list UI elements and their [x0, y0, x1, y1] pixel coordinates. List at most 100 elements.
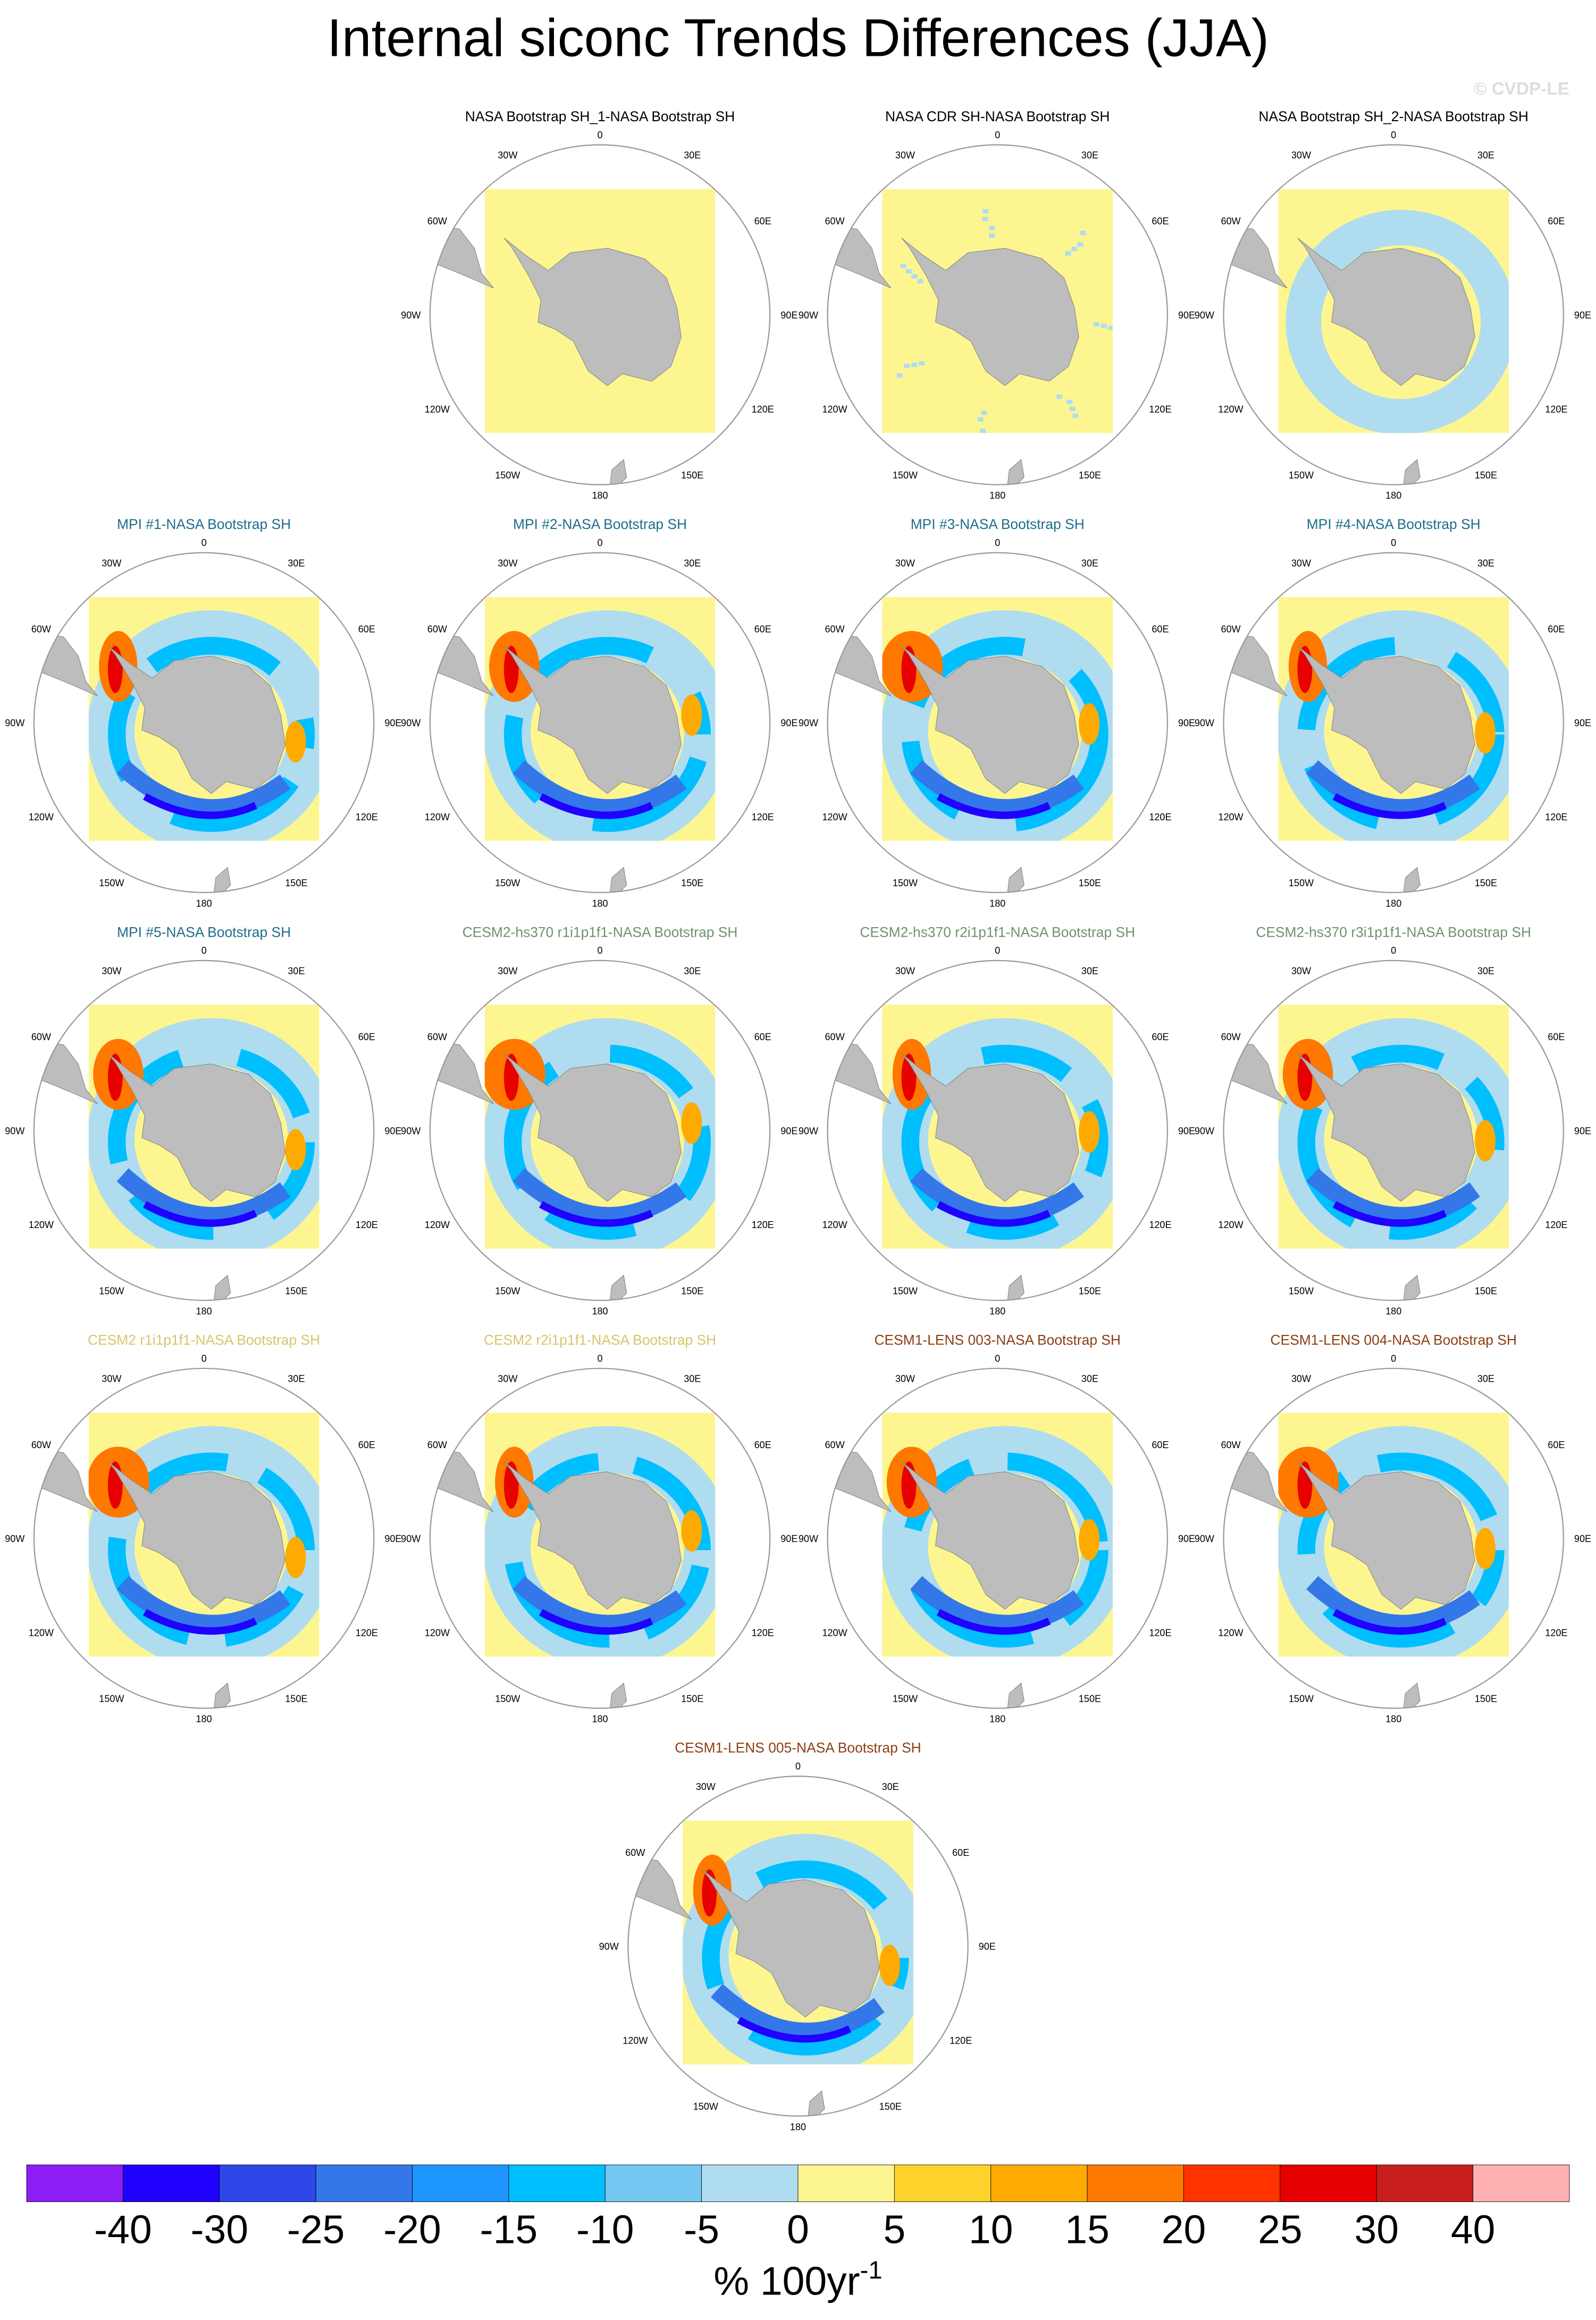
map-boundary	[1223, 1367, 1564, 1709]
colorbar-label: 5	[884, 2207, 906, 2251]
longitude-label: 150W	[495, 878, 520, 888]
anomaly	[503, 1045, 711, 1240]
longitude-label: 30E	[684, 558, 701, 568]
longitude-label: 60E	[1152, 1032, 1169, 1043]
longitude-label: 0	[1391, 945, 1396, 956]
anomalies	[88, 1018, 320, 1249]
longitude-label: 180	[592, 490, 608, 501]
longitude-label: 30E	[1477, 965, 1494, 976]
colorbar-box	[701, 2164, 799, 2203]
south-america	[430, 1446, 494, 1512]
longitude-label: 60W	[825, 216, 845, 226]
longitude-label: 0	[598, 537, 603, 548]
longitude-label: 30W	[102, 965, 121, 976]
anomaly	[539, 793, 653, 819]
new-zealand	[1006, 459, 1024, 485]
antarctica	[503, 645, 682, 794]
longitude-label: 120W	[822, 812, 847, 822]
colorbar-label: -5	[684, 2207, 719, 2251]
anomaly	[513, 1168, 687, 1225]
antarctica	[107, 645, 286, 794]
panel-title: MPI #5-NASA Bootstrap SH	[117, 924, 291, 940]
colorbar-box	[1376, 2164, 1474, 2203]
new-zealand	[1402, 1274, 1421, 1301]
antarctica	[701, 1869, 880, 2018]
longitude-label: 90W	[799, 1125, 818, 1136]
anomaly	[702, 1860, 909, 2056]
south-america	[1223, 1038, 1288, 1104]
anomaly	[1297, 1045, 1505, 1240]
longitude-label: 180	[1385, 490, 1401, 501]
anomaly	[143, 1201, 257, 1227]
anomaly	[539, 1609, 653, 1635]
south-america	[628, 1854, 692, 1920]
panel-title: CESM2 r1i1p1f1-NASA Bootstrap SH	[88, 1332, 320, 1348]
longitude-label: 90E	[1178, 1125, 1195, 1136]
south-america	[33, 631, 98, 696]
longitude-label: 150E	[1475, 470, 1497, 481]
anomaly	[919, 361, 925, 366]
colorbar-label: -40	[94, 2207, 152, 2251]
map-body	[1223, 1413, 1509, 1709]
map-body	[430, 596, 716, 893]
south-america	[1223, 631, 1288, 696]
longitude-label: 60W	[31, 1440, 51, 1450]
map-boundary	[33, 960, 375, 1301]
longitude-label: 90W	[799, 310, 818, 321]
longitude-label: 90W	[5, 1534, 24, 1544]
anomaly	[681, 694, 702, 736]
anomaly	[936, 793, 1051, 819]
antarctica	[1297, 1053, 1475, 1202]
longitude-label: 120W	[425, 1627, 450, 1638]
longitude-label: 30W	[1291, 150, 1311, 161]
longitude-label: 60W	[427, 1440, 447, 1450]
longitude-label: 60E	[1548, 624, 1565, 634]
map-boundary	[429, 960, 771, 1301]
longitude-label: 30W	[895, 150, 915, 161]
colorbar-label: 15	[1065, 2207, 1109, 2251]
anomaly	[107, 1452, 315, 1648]
anomaly	[285, 1129, 306, 1171]
new-zealand	[806, 2090, 825, 2116]
longitude-label: 60E	[1152, 624, 1169, 634]
longitude-label: 30E	[1081, 558, 1098, 568]
colorbar-box	[122, 2164, 220, 2203]
longitude-label: 150W	[893, 1285, 918, 1296]
colorbar-label: -15	[480, 2207, 537, 2251]
anomaly	[1332, 793, 1447, 819]
longitude-label: 90W	[1195, 1534, 1214, 1544]
panel-title: CESM2-hs370 r1i1p1f1-NASA Bootstrap SH	[463, 924, 738, 940]
anomaly	[681, 1102, 702, 1144]
anomaly	[977, 435, 982, 440]
longitude-label: 90E	[1574, 718, 1591, 728]
map-body	[430, 1005, 716, 1301]
longitude-label: 120W	[29, 1627, 54, 1638]
anomaly	[681, 1510, 702, 1552]
longitude-label: 0	[598, 130, 603, 140]
longitude-label: 90E	[780, 1534, 797, 1544]
anomalies	[88, 610, 320, 841]
anomaly	[1080, 231, 1086, 236]
anomalies	[882, 1018, 1113, 1249]
longitude-label: 150E	[1475, 1285, 1497, 1296]
map-body	[827, 1005, 1113, 1301]
longitude-label: 180	[790, 2122, 806, 2132]
longitude-label: 150E	[681, 1693, 703, 1704]
longitude-label: 120E	[1545, 812, 1567, 822]
anomaly	[910, 1168, 1084, 1225]
longitude-label: 60W	[427, 624, 447, 634]
longitude-label: 60E	[754, 1440, 771, 1450]
longitude-label: 120E	[1149, 1627, 1171, 1638]
south-america	[827, 631, 892, 696]
longitude-label: 150E	[681, 470, 703, 481]
longitude-label: 150E	[285, 1285, 307, 1296]
map-body	[827, 189, 1113, 485]
new-zealand	[1402, 459, 1421, 485]
longitude-label: 0	[995, 130, 1000, 140]
map-panel: CESM2 r1i1p1f1-NASA Bootstrap SH 0 30E 60E 9…	[5, 1332, 401, 1724]
longitude-label: 60E	[1548, 1032, 1565, 1043]
longitude-label: 150W	[495, 1285, 520, 1296]
longitude-label: 60W	[31, 624, 51, 634]
colorbar-unit: % 100yr-1	[713, 2256, 882, 2304]
